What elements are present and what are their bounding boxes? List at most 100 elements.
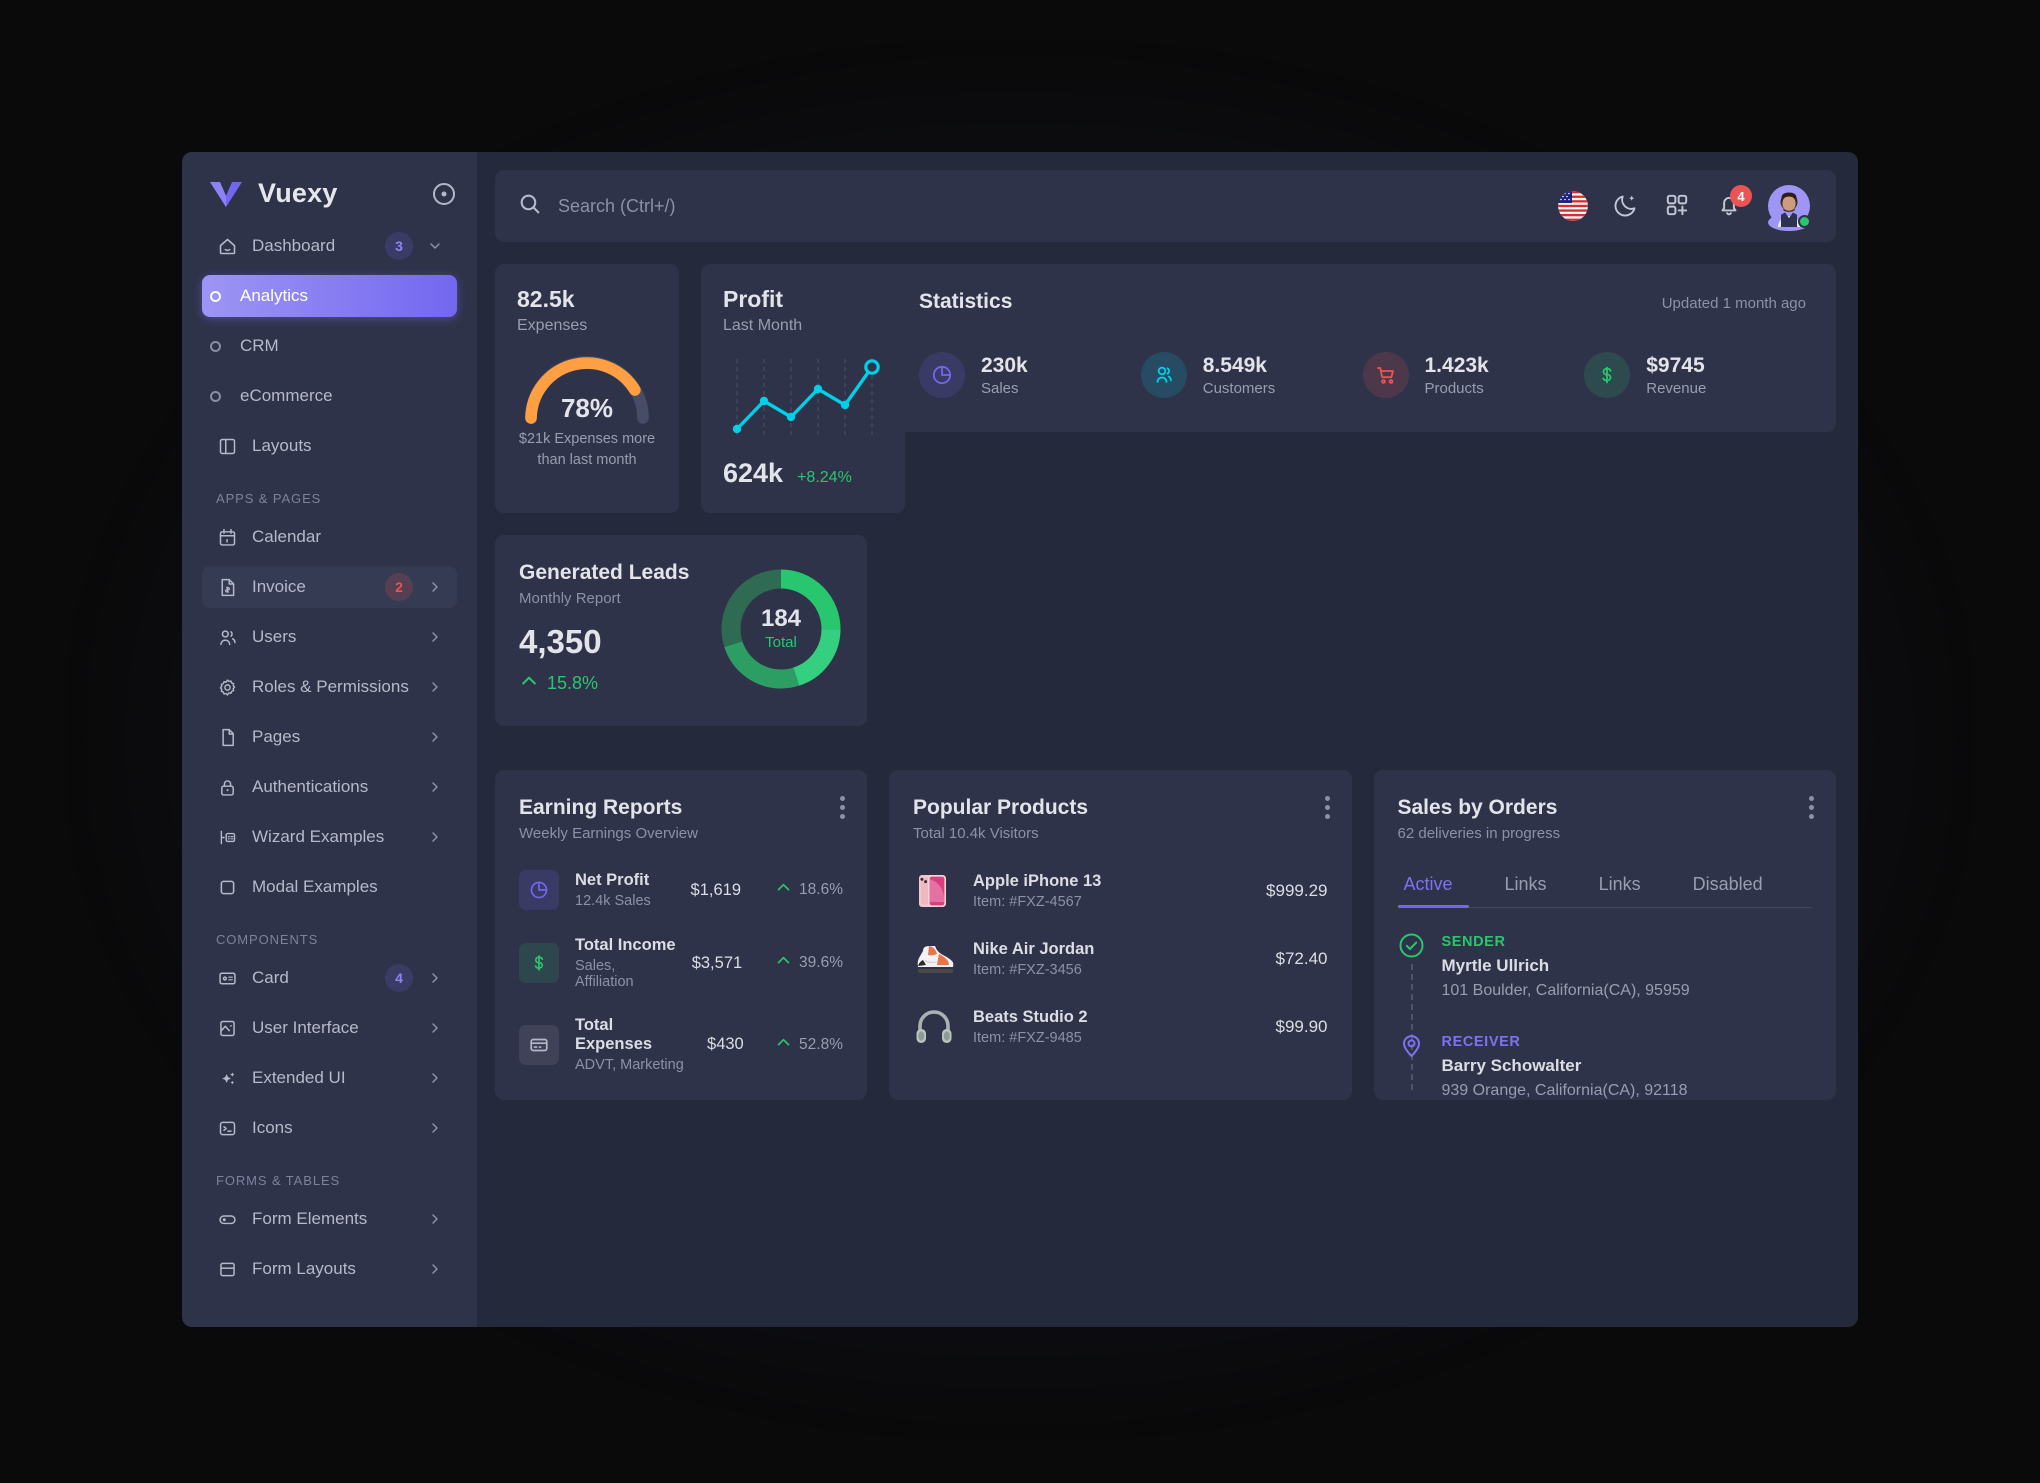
left-column: 82.5k Expenses 78% $21k Expenses more th…: [495, 264, 905, 748]
chevron-right-icon[interactable]: [427, 1120, 443, 1136]
sidebar-item-label: Roles & Permissions: [252, 677, 409, 696]
earning-reports-title: Earning Reports: [519, 796, 683, 819]
product-price: $72.40: [1275, 949, 1328, 968]
search-input[interactable]: [558, 195, 958, 217]
popular-products-card: Popular Products Total 10.4k Visitors: [889, 770, 1352, 1100]
avatar[interactable]: [1768, 185, 1811, 231]
sidebar-nav: Dashboard 3 Analytics CRM eCommerce: [182, 225, 477, 1290]
timeline-kind: SENDER: [1441, 934, 1506, 950]
sidebar-item-crm[interactable]: CRM: [202, 325, 457, 367]
profit-title: Profit: [723, 286, 784, 312]
sidebar-item-icons[interactable]: Icons: [202, 1107, 457, 1149]
sidebar-item-extended-ui[interactable]: Extended UI: [202, 1057, 457, 1099]
bottom-row: Earning Reports Weekly Earnings Overview…: [495, 770, 1836, 1100]
brand[interactable]: Vuexy: [182, 152, 477, 225]
chevron-right-icon[interactable]: [427, 829, 443, 845]
form-layout-icon: [216, 1258, 238, 1280]
chevron-right-icon[interactable]: [427, 579, 443, 595]
sales-by-orders-title: Sales by Orders: [1397, 796, 1558, 819]
layout-icon: [216, 435, 238, 457]
grid-plus-icon[interactable]: [1664, 192, 1692, 220]
sidebar-item-label: CRM: [240, 336, 279, 355]
sidebar-item-pages[interactable]: Pages: [202, 716, 457, 758]
product-item: Item: #FXZ-3456: [973, 962, 1082, 978]
sidebar-item-label: Authentications: [252, 777, 369, 796]
credit-card-icon: [519, 1024, 559, 1065]
customers-icon: [1140, 352, 1187, 398]
search-area[interactable]: [517, 191, 1558, 221]
gear-icon: [216, 676, 238, 698]
bell-icon[interactable]: 4: [1716, 185, 1752, 220]
earning-sub: ADVT, Marketing: [575, 1057, 684, 1073]
sidebar-item-label: Modal Examples: [252, 877, 378, 896]
sidebar-item-layouts[interactable]: Layouts: [202, 425, 457, 467]
tab-links-1[interactable]: Links: [1504, 874, 1547, 894]
tab-links-2[interactable]: Links: [1598, 874, 1641, 894]
chevron-right-icon[interactable]: [427, 1020, 443, 1036]
leads-delta: 15.8%: [547, 673, 599, 693]
sidebar-item-card[interactable]: Card 4: [202, 957, 457, 999]
kebab-menu-icon[interactable]: [1324, 796, 1330, 819]
product-name: Beats Studio 2: [973, 1008, 1088, 1026]
stat-label: Revenue: [1646, 380, 1707, 398]
chevron-right-icon[interactable]: [427, 1261, 443, 1277]
status-badge: [1798, 215, 1811, 228]
chevron-right-icon[interactable]: [427, 779, 443, 795]
timeline-address: 101 Boulder, California(CA), 95959: [1441, 982, 1690, 999]
chevron-right-icon[interactable]: [427, 1211, 443, 1227]
tab-disabled: Disabled: [1692, 874, 1763, 894]
sidebar-item-user-interface[interactable]: User Interface: [202, 1007, 457, 1049]
kebab-menu-icon[interactable]: [840, 796, 845, 819]
sidebar-item-form-elements[interactable]: Form Elements: [202, 1198, 457, 1240]
sidebar-item-calendar[interactable]: Calendar: [202, 516, 457, 558]
sidebar-item-label: Analytics: [240, 286, 309, 305]
sidebar-item-analytics[interactable]: Analytics: [202, 275, 457, 317]
expenses-card: 82.5k Expenses 78% $21k Expenses more th…: [495, 264, 679, 513]
sidebar-item-authentications[interactable]: Authentications: [202, 766, 457, 808]
timeline-name: Myrtle Ullrich: [1441, 956, 1550, 975]
profit-subtitle: Last Month: [723, 317, 803, 334]
expenses-value: 82.5k: [517, 286, 575, 312]
sidebar-item-invoice[interactable]: Invoice 2: [202, 566, 457, 608]
dashboard-grid: 82.5k Expenses 78% $21k Expenses more th…: [495, 264, 1836, 748]
statistics-card: Statistics Updated 1 month ago 230k Sale…: [889, 264, 1836, 432]
chevron-right-icon[interactable]: [427, 629, 443, 645]
wizard-icon: [216, 826, 238, 848]
chevron-right-icon[interactable]: [427, 679, 443, 695]
pin-circle-icon[interactable]: [433, 182, 455, 205]
chevron-right-icon[interactable]: [427, 970, 443, 986]
kebab-menu-icon[interactable]: [1809, 796, 1814, 819]
stat-customers: 8.549k Customers: [1140, 352, 1363, 398]
product-row: Beats Studio 2 Item: #FXZ-9485 $99.90: [913, 1006, 1328, 1048]
iphone-icon: [913, 870, 955, 912]
stat-value: 230k: [981, 353, 1028, 377]
chevron-right-icon[interactable]: [427, 1070, 443, 1086]
chevron-right-icon[interactable]: [427, 729, 443, 745]
home-icon: [216, 235, 238, 257]
earning-percent: 39.6%: [799, 954, 843, 971]
us-flag-icon[interactable]: [1558, 191, 1588, 221]
sidebar-item-label: Calendar: [252, 527, 321, 546]
sidebar-item-modal-examples[interactable]: Modal Examples: [202, 866, 457, 908]
sidebar-item-label: eCommerce: [240, 386, 333, 405]
sidebar-item-ecommerce[interactable]: eCommerce: [202, 375, 457, 417]
statistics-row: 230k Sales 8.549k Customers: [919, 352, 1806, 398]
square-icon: [216, 876, 238, 898]
sidebar-item-label: Extended UI: [252, 1068, 346, 1087]
topbar: 4: [495, 170, 1836, 242]
dot-icon: [204, 335, 226, 357]
sidebar-item-dashboard[interactable]: Dashboard 3: [202, 225, 457, 267]
generated-leads-card: Generated Leads Monthly Report 4,350 15.…: [495, 535, 867, 726]
sneaker-icon: [913, 938, 955, 980]
chevron-down-icon[interactable]: [427, 238, 443, 254]
sidebar-item-users[interactable]: Users: [202, 616, 457, 658]
sidebar-item-form-layouts[interactable]: Form Layouts: [202, 1248, 457, 1290]
earning-row: Net Profit 12.4k Sales $1,619 18.6%: [519, 870, 843, 910]
popular-products-subtitle: Total 10.4k Visitors: [913, 825, 1039, 842]
timeline-kind: RECEIVER: [1441, 1034, 1521, 1050]
stat-value: $9745: [1646, 353, 1705, 377]
moon-icon[interactable]: [1612, 192, 1640, 220]
sidebar-item-wizard-examples[interactable]: Wizard Examples: [202, 816, 457, 858]
sidebar-item-roles-permissions[interactable]: Roles & Permissions: [202, 666, 457, 708]
tab-active[interactable]: Active: [1397, 868, 1479, 908]
